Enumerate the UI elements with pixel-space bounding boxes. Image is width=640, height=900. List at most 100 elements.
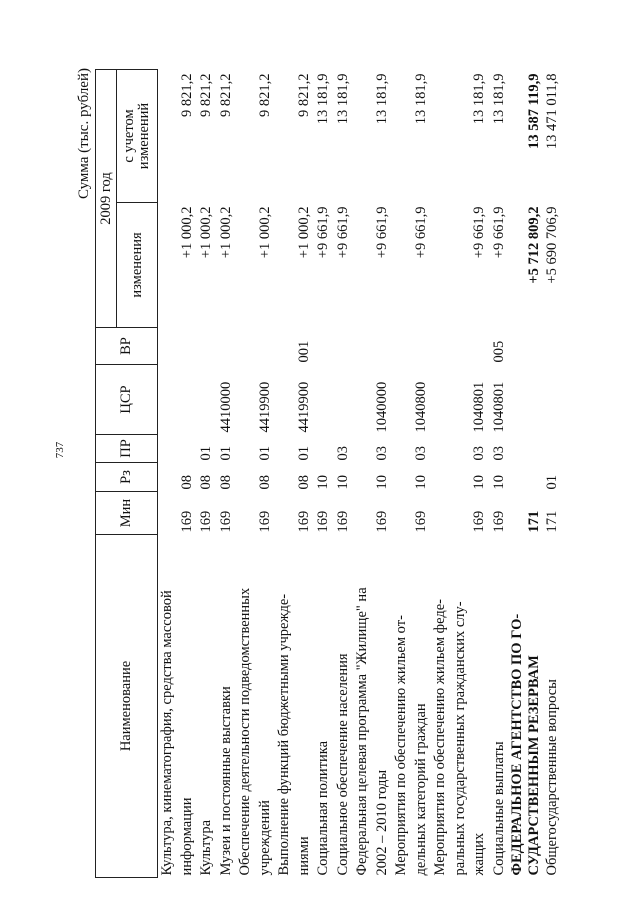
rz-cell: 08 bbox=[217, 475, 234, 490]
table-row: Социальное обеспечение населения 169 10 03 +… bbox=[334, 69, 354, 877]
pr-cell: 01 bbox=[256, 446, 273, 461]
change-cell: +9 661,9 bbox=[412, 206, 429, 259]
vr-cell: 005 bbox=[490, 340, 507, 363]
name-line: Социальное обеспечение населения bbox=[334, 653, 351, 876]
csr-cell bbox=[314, 365, 334, 435]
budget-table: Наименование Мин Рз ПР ЦСР ВР 2009 год и… bbox=[95, 69, 563, 878]
vr-cell bbox=[158, 328, 198, 365]
change-cell: +1 000,2 bbox=[198, 206, 214, 259]
total-cell: 13 587 119,9 bbox=[526, 73, 542, 149]
pr-cell: 03 bbox=[373, 446, 390, 461]
name-line: ральных государственных гражданских слу- bbox=[451, 601, 468, 876]
table-row: Музеи и постоянные выставки 169 08 01 441000… bbox=[217, 69, 237, 877]
change-cell: +9 661,9 bbox=[373, 206, 390, 259]
table-row: Общегосударственные вопросы 171 01 +5 690 7… bbox=[543, 69, 563, 877]
name-line: СУДАРСТВЕННЫМ РЕЗЕРВАМ bbox=[526, 655, 542, 876]
csr-cell: 4410000 bbox=[217, 381, 234, 433]
min-cell: 169 bbox=[217, 510, 234, 533]
csr-cell bbox=[197, 365, 217, 435]
total-cell: 13 181,9 bbox=[373, 73, 390, 125]
total-cell: 13 471 011,8 bbox=[544, 73, 560, 150]
min-cell: 169 bbox=[373, 510, 390, 533]
min-cell: 169 bbox=[490, 510, 507, 533]
name-cell: Социальное обеспечение населения bbox=[334, 535, 354, 878]
csr-cell bbox=[158, 365, 198, 435]
pr-cell: 03 bbox=[334, 446, 351, 461]
pr-cell bbox=[509, 435, 543, 463]
pr-cell: 03 bbox=[412, 446, 429, 461]
name-line: Культура, кинематография, средства массо… bbox=[159, 590, 175, 876]
vr-cell bbox=[509, 328, 543, 365]
table-row: Мероприятия по обеспечению жильем феде-р… bbox=[431, 69, 490, 877]
header-change: изменения bbox=[116, 202, 158, 328]
csr-cell: 1040000 bbox=[373, 381, 390, 433]
rz-cell: 08 bbox=[178, 475, 195, 490]
header-min: Мин bbox=[95, 491, 158, 535]
change-cell: +9 661,9 bbox=[490, 206, 507, 259]
table-row: Социальные выплаты 169 10 03 1040801 005 +9 66… bbox=[490, 69, 510, 877]
vr-cell bbox=[392, 328, 431, 365]
name-cell: Федеральная целевая программа "Жилище" н… bbox=[353, 535, 392, 878]
rz-cell: 10 bbox=[315, 475, 331, 490]
name-line: 2002 – 2010 годы bbox=[373, 769, 390, 876]
name-line: Выполнение функций бюджетными учрежде- bbox=[276, 593, 292, 876]
name-cell: Культура, кинематография, средства массо… bbox=[158, 535, 198, 878]
table-row: Обеспечение деятельности подведомственны… bbox=[236, 69, 275, 877]
header-total: с учетом изменений bbox=[116, 69, 158, 203]
table-row: ФЕДЕРАЛЬНОЕ АГЕНТСТВО ПО ГО- СУДАРСТВЕННЫ… bbox=[509, 69, 543, 877]
header-pr: ПР bbox=[95, 434, 158, 463]
name-cell: Обеспечение деятельности подведомственны… bbox=[236, 535, 275, 878]
rz-cell: 10 bbox=[373, 475, 390, 490]
table-row: Мероприятия по обеспечению жильем от-дел… bbox=[392, 69, 431, 877]
rz-cell: 10 bbox=[471, 475, 487, 490]
name-line: жащих bbox=[471, 832, 487, 876]
header-rz: Рз bbox=[95, 462, 158, 492]
page-number: 737 bbox=[54, 441, 66, 459]
table-row: Социальная политика 169 10 +9 661,9 13 181,9 bbox=[314, 69, 334, 877]
header-name: Наименование bbox=[95, 534, 158, 878]
name-line: Мероприятия по обеспечению жильем от- bbox=[393, 615, 409, 876]
csr-cell: 4419900 bbox=[295, 381, 312, 433]
name-line: ниями bbox=[295, 836, 312, 876]
name-line: Музеи и постоянные выставки bbox=[217, 686, 234, 876]
total-cell: 9 821,2 bbox=[295, 73, 312, 117]
table-row: Культура, кинематография, средства массо… bbox=[158, 69, 198, 877]
pr-cell: 01 bbox=[198, 446, 214, 461]
change-cell: +1 000,2 bbox=[178, 206, 195, 259]
name-cell: Социальные выплаты bbox=[490, 535, 510, 878]
min-cell: 169 bbox=[295, 510, 312, 533]
pr-cell: 03 bbox=[471, 446, 487, 461]
vr-cell: 001 bbox=[295, 340, 312, 363]
total-cell: 13 181,9 bbox=[490, 73, 507, 125]
table-row: Выполнение функций бюджетными учрежде-ни… bbox=[275, 69, 314, 877]
total-cell: 13 181,9 bbox=[412, 73, 429, 125]
csr-cell bbox=[334, 365, 354, 435]
pr-cell bbox=[314, 435, 334, 463]
min-cell: 171 bbox=[544, 510, 560, 533]
name-line: Культура bbox=[198, 819, 214, 876]
min-cell: 169 bbox=[315, 510, 331, 533]
rz-cell: 10 bbox=[490, 475, 507, 490]
rz-cell: 08 bbox=[256, 475, 273, 490]
csr-cell: 1040801 bbox=[490, 381, 507, 433]
change-cell: +1 000,2 bbox=[295, 206, 312, 259]
total-cell: 13 181,9 bbox=[471, 73, 487, 125]
name-line: Мероприятия по обеспечению жильем феде- bbox=[432, 599, 448, 876]
name-cell: Музеи и постоянные выставки bbox=[217, 535, 237, 878]
csr-cell: 1040801 bbox=[471, 381, 487, 433]
change-cell: +9 661,9 bbox=[315, 206, 331, 259]
csr-cell: 1040800 bbox=[412, 381, 429, 433]
vr-cell bbox=[353, 328, 392, 365]
name-line: дельных категорий граждан bbox=[412, 703, 429, 876]
csr-cell: 4419900 bbox=[256, 381, 273, 433]
change-cell: +1 000,2 bbox=[256, 206, 273, 259]
pr-cell bbox=[543, 435, 563, 463]
total-cell: 13 181,9 bbox=[315, 73, 331, 125]
min-cell: 169 bbox=[256, 510, 273, 533]
min-cell: 169 bbox=[198, 510, 214, 533]
total-cell: 13 181,9 bbox=[334, 73, 351, 125]
name-line: Обеспечение деятельности подведомственны… bbox=[237, 587, 253, 876]
total-cell: 9 821,2 bbox=[198, 73, 214, 117]
name-cell: Социальная политика bbox=[314, 535, 334, 878]
name-cell: Мероприятия по обеспечению жильем от-дел… bbox=[392, 535, 431, 878]
